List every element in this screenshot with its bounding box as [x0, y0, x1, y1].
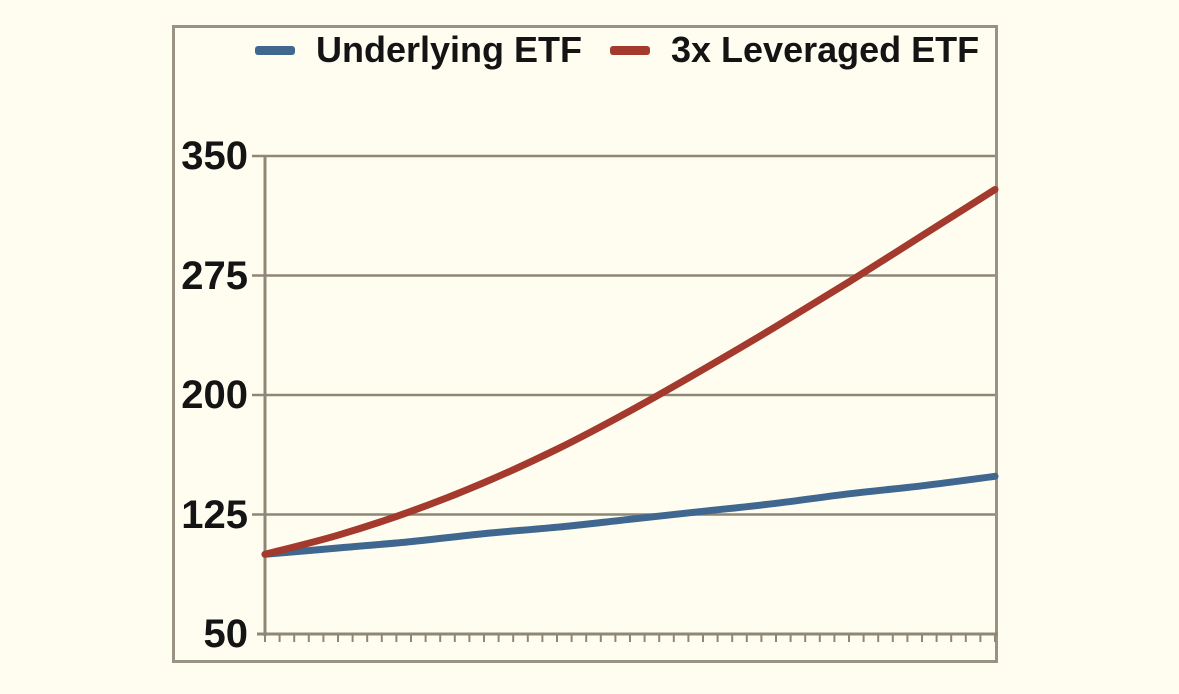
legend-item-leveraged-etf: 3x Leveraged ETF: [610, 29, 980, 70]
legend-swatch-underlying-etf: [255, 45, 295, 55]
legend-label-leveraged-etf: 3x Leveraged ETF: [671, 29, 980, 70]
y-axis-tick-label: 200: [181, 373, 248, 417]
y-axis-tick-label: 50: [203, 612, 249, 656]
legend-label-underlying-etf: Underlying ETF: [316, 29, 583, 70]
y-axis-tick-label: 275: [181, 253, 248, 298]
series-line-underlying-etf: [261, 472, 999, 558]
legend-item-underlying-etf: Underlying ETF: [255, 29, 583, 70]
legend-swatch-leveraged-etf: [610, 45, 650, 55]
y-axis-tick-label: 350: [181, 134, 248, 178]
chart-frame: [172, 25, 998, 663]
series-line-3x-leveraged-etf: [261, 186, 999, 558]
y-axis-tick-label: 125: [181, 492, 248, 537]
